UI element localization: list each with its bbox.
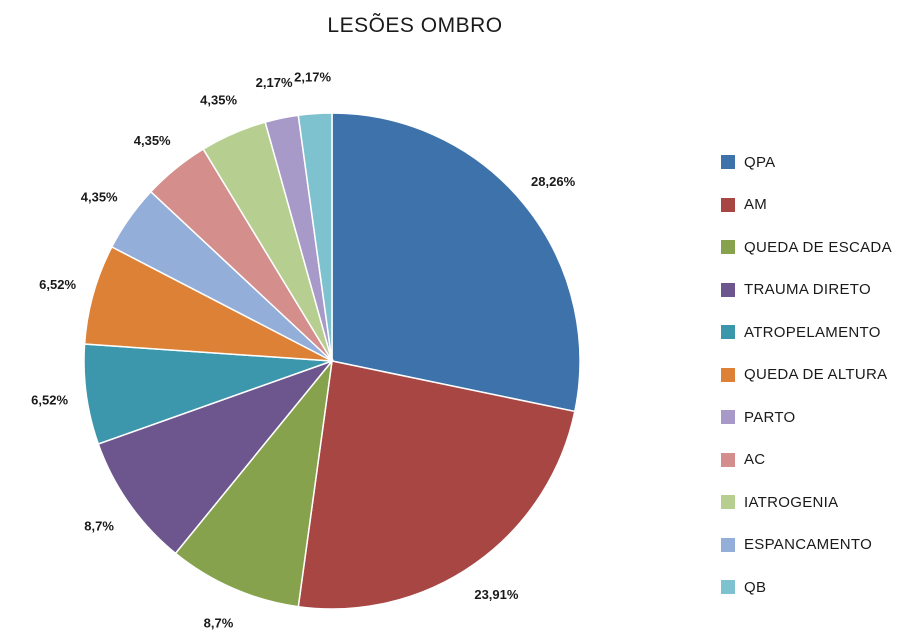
legend-item-espancamento: ESPANCAMENTO [721,524,892,567]
data-label-qpa: 28,26% [531,174,576,189]
legend-swatch [721,537,735,552]
legend-label: ESPANCAMENTO [744,536,873,554]
legend-label: AC [744,451,766,469]
pie-slice-am [297,360,576,610]
legend-swatch [721,282,735,297]
legend-label: QUEDA DE ESCADA [744,238,892,256]
pie-slice-trauma-direto [97,359,335,555]
data-label-iatrogenia: 4,35% [200,93,237,108]
legend-item-am: AM [721,184,892,227]
legend-item-queda-de-altura: QUEDA DE ALTURA [721,354,892,397]
legend-swatch [721,410,735,425]
legend-swatch [721,452,735,467]
legend-item-atropelamento: ATROPELAMENTO [721,311,892,354]
data-label-am: 23,91% [474,587,519,602]
legend-label: IATROGENIA [744,493,839,511]
legend-item-queda-de-escada: QUEDA DE ESCADA [721,226,892,269]
legend-label: QB [744,578,767,596]
legend-item-iatrogenia: IATROGENIA [721,481,892,524]
legend-item-ac: AC [721,439,892,482]
data-label-trauma-direto: 8,7% [84,518,114,533]
legend-swatch [721,155,735,170]
data-label-atropelamento: 6,52% [31,393,68,408]
data-label-queda-de-altura: 6,52% [39,277,76,292]
pie-data-labels: 28,26% 23,91% 8,7% 8,7% 6,52% 6,52% 4,35% 4,35%… [31,70,575,631]
pie-slice-queda-de-escada [174,358,334,608]
data-label-espancamento: 4,35% [81,190,118,205]
pie-slice-qpa [331,112,581,413]
legend-swatch [721,325,735,340]
legend-item-parto: PARTO [721,396,892,439]
legend-swatch [721,495,735,510]
legend-swatch [721,580,735,595]
legend-swatch [721,367,735,382]
legend-label: PARTO [744,408,796,426]
chart-title: LESÕES OMBRO [327,14,503,37]
legend-item-qpa: QPA [721,141,892,184]
legend-label: ATROPELAMENTO [744,323,881,341]
data-label-ac: 4,35% [134,133,171,148]
pie-slices [83,112,581,610]
legend-label: TRAUMA DIRETO [744,281,871,299]
legend-label: AM [744,196,768,214]
legend-item-qb: QB [721,566,892,609]
data-label-parto: 2,17% [256,75,293,90]
data-label-qb: 2,17% [294,70,331,85]
legend-label: QUEDA DE ALTURA [744,366,888,384]
legend-swatch [721,197,735,212]
legend-swatch [721,240,735,255]
data-label-queda-de-escada: 8,7% [204,615,234,630]
chart-legend: QPA AM QUEDA DE ESCADA TRAUMA DIRETO ATROPEL… [721,141,892,609]
legend-label: QPA [744,153,776,171]
pie-slice-qb [297,112,333,362]
legend-item-trauma-direto: TRAUMA DIRETO [721,269,892,312]
